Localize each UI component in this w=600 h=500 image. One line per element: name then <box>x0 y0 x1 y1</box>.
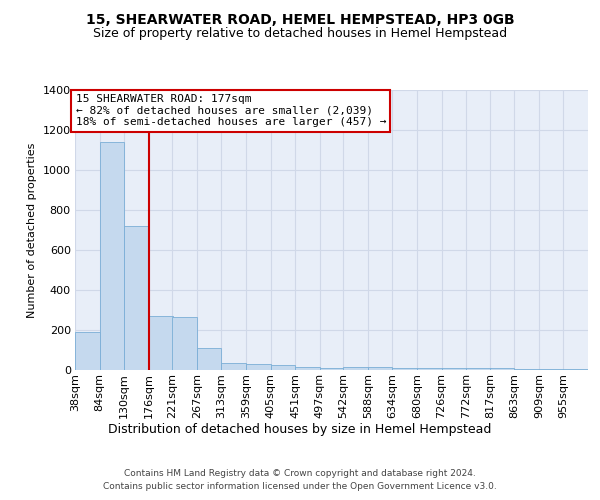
Bar <box>295 367 320 370</box>
Bar <box>197 348 221 370</box>
Bar <box>466 368 491 370</box>
Bar <box>539 369 563 370</box>
Text: Size of property relative to detached houses in Hemel Hempstead: Size of property relative to detached ho… <box>93 28 507 40</box>
Bar <box>514 369 539 370</box>
Text: Contains public sector information licensed under the Open Government Licence v3: Contains public sector information licen… <box>103 482 497 491</box>
Bar <box>221 363 246 370</box>
Bar <box>172 317 197 370</box>
Text: 15, SHEARWATER ROAD, HEMEL HEMPSTEAD, HP3 0GB: 15, SHEARWATER ROAD, HEMEL HEMPSTEAD, HP… <box>86 12 514 26</box>
Text: 15 SHEARWATER ROAD: 177sqm
← 82% of detached houses are smaller (2,039)
18% of s: 15 SHEARWATER ROAD: 177sqm ← 82% of deta… <box>76 94 386 128</box>
Bar <box>417 368 442 370</box>
Bar <box>149 316 173 370</box>
Bar <box>392 368 417 370</box>
Text: Distribution of detached houses by size in Hemel Hempstead: Distribution of detached houses by size … <box>109 422 491 436</box>
Bar <box>246 364 271 370</box>
Y-axis label: Number of detached properties: Number of detached properties <box>27 142 37 318</box>
Bar <box>320 368 344 370</box>
Bar <box>343 367 368 370</box>
Bar <box>368 367 392 370</box>
Bar <box>563 369 588 370</box>
Bar <box>490 368 514 370</box>
Bar <box>100 142 124 370</box>
Bar <box>271 365 295 370</box>
Bar <box>124 226 149 370</box>
Text: Contains HM Land Registry data © Crown copyright and database right 2024.: Contains HM Land Registry data © Crown c… <box>124 469 476 478</box>
Bar <box>442 368 466 370</box>
Bar <box>75 332 100 370</box>
